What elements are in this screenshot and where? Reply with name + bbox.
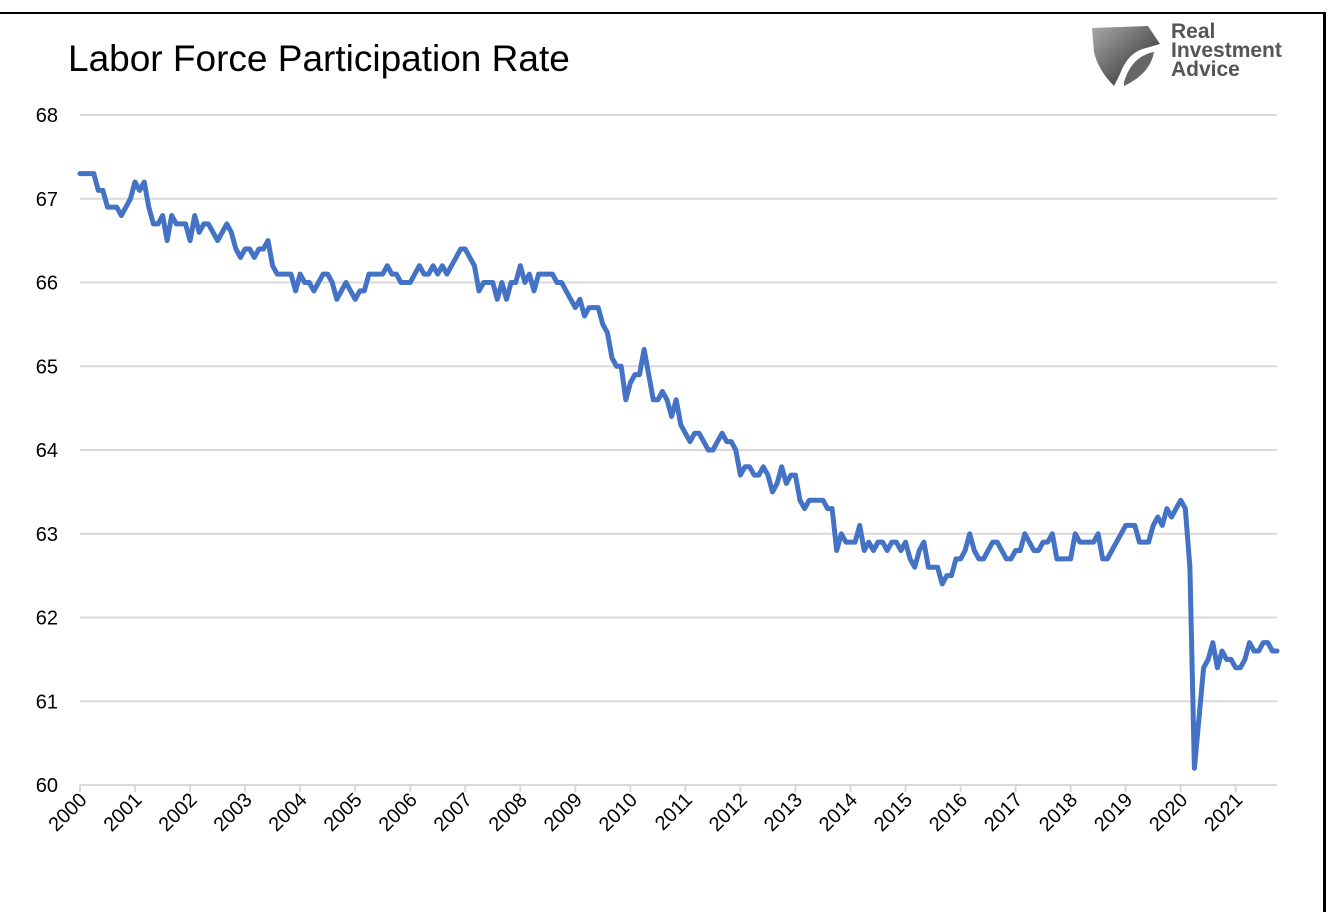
x-tick-label: 2019 [1090, 789, 1137, 836]
logo-line: Real [1171, 20, 1216, 43]
x-tick-label: 2006 [375, 789, 422, 836]
x-tick-label: 2009 [540, 789, 587, 836]
y-tick-label: 64 [36, 440, 58, 462]
y-tick-label: 63 [36, 524, 58, 546]
y-tick-label: 68 [36, 105, 58, 127]
x-tick-label: 2012 [705, 789, 752, 836]
x-tick-label: 2014 [815, 789, 862, 836]
brand-logo: Real Investment Advice [1088, 20, 1298, 90]
x-tick-label: 2015 [870, 789, 917, 836]
y-tick-label: 66 [36, 273, 58, 295]
x-tick-label: 2010 [595, 789, 642, 836]
logo-text: Real Investment Advice [1171, 20, 1282, 81]
x-tick-label: 2007 [430, 789, 477, 836]
logo-line: Advice [1171, 58, 1240, 81]
eagle-shield-icon [1092, 26, 1160, 86]
x-tick-label: 2018 [1035, 789, 1082, 836]
x-tick-label: 2008 [485, 789, 532, 836]
y-tick-label: 60 [36, 775, 58, 797]
series-line [77, 171, 1280, 771]
x-tick-label: 2011 [651, 789, 697, 835]
x-tick-label: 2016 [925, 789, 972, 836]
x-tick-label: 2020 [1145, 789, 1192, 836]
y-tick-label: 61 [36, 691, 58, 713]
x-tick-label: 2004 [265, 789, 312, 836]
x-tick-label: 2001 [100, 789, 147, 836]
x-tick-label: 2002 [155, 789, 202, 836]
chart-frame [0, 12, 1326, 912]
x-tick-label: 2013 [760, 789, 807, 836]
x-tick-label: 2003 [210, 789, 257, 836]
x-tick-label: 2005 [320, 789, 367, 836]
x-tick-label: 2021 [1200, 789, 1247, 836]
x-tick-label: 2017 [980, 789, 1027, 836]
y-tick-label: 62 [36, 608, 58, 630]
logo-line: Investment [1171, 39, 1282, 62]
chart-title: Labor Force Participation Rate [68, 38, 570, 79]
y-tick-label: 67 [36, 189, 58, 211]
y-tick-label: 65 [36, 356, 58, 378]
